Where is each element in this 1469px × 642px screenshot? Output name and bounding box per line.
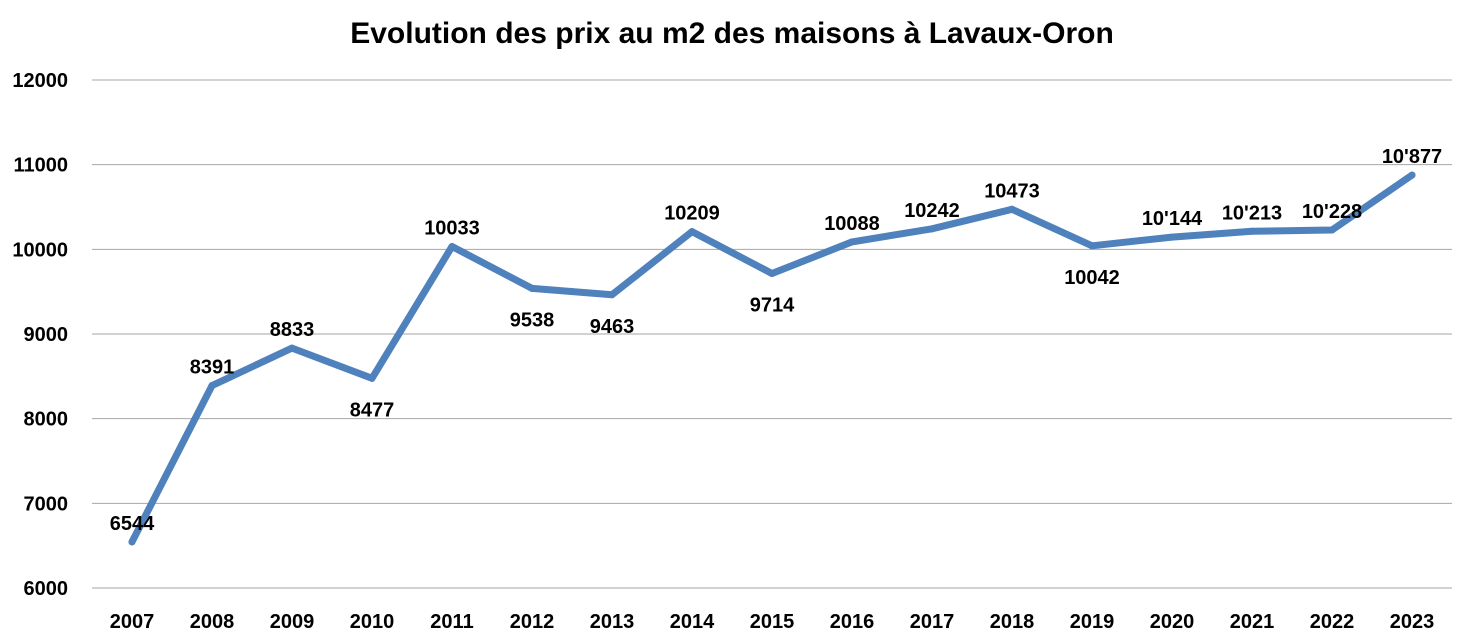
data-label-2019: 10042 [1064, 267, 1120, 289]
data-point-2018 [1008, 205, 1016, 213]
data-point-2014 [688, 228, 696, 236]
x-tick-label-2023: 2023 [1390, 611, 1435, 633]
y-axis-tick-labels: 6000 7000 8000 9000 10000 11000 12000 [12, 70, 68, 600]
data-label-2010: 8477 [350, 399, 395, 421]
x-tick-label-2013: 2013 [590, 611, 635, 633]
data-label-2022: 10'228 [1302, 201, 1362, 223]
data-label-2014: 10209 [664, 203, 720, 225]
x-tick-label-2015: 2015 [750, 611, 795, 633]
data-label-2023: 10'877 [1382, 146, 1442, 168]
data-point-2017 [928, 225, 936, 233]
data-label-2017: 10242 [904, 200, 960, 222]
data-point-2021 [1248, 227, 1256, 235]
x-tick-label-2016: 2016 [830, 611, 875, 633]
data-point-2016 [848, 238, 856, 246]
x-tick-label-2021: 2021 [1230, 611, 1275, 633]
data-label-2007: 6544 [110, 513, 155, 535]
y-tick-label-7000: 7000 [24, 493, 69, 515]
x-tick-label-2010: 2010 [350, 611, 395, 633]
data-label-2009: 8833 [270, 319, 315, 341]
x-tick-label-2011: 2011 [430, 611, 473, 633]
data-point-2012 [528, 284, 536, 292]
data-point-2008 [208, 382, 216, 390]
data-point-2011 [448, 243, 456, 251]
data-points [128, 171, 1416, 546]
data-point-2013 [608, 291, 616, 299]
data-labels: 6544 8391 8833 8477 10033 9538 9463 10209 9714 10… [110, 146, 1442, 535]
data-label-2020: 10'144 [1142, 208, 1203, 230]
series-line [128, 171, 1416, 546]
data-label-2008: 8391 [190, 357, 235, 379]
data-point-2020 [1168, 233, 1176, 241]
y-tick-label-11000: 11000 [13, 155, 68, 177]
data-point-2007 [128, 538, 136, 546]
x-tick-label-2017: 2017 [910, 611, 955, 633]
x-tick-label-2022: 2022 [1310, 611, 1355, 633]
data-label-2015: 9714 [750, 295, 795, 317]
x-tick-label-2019: 2019 [1070, 611, 1115, 633]
data-label-2012: 9538 [510, 309, 555, 331]
x-tick-label-2007: 2007 [110, 611, 155, 633]
x-tick-label-2014: 2014 [670, 611, 715, 633]
data-label-2021: 10'213 [1222, 202, 1282, 224]
data-label-2018: 10473 [984, 180, 1040, 202]
x-tick-label-2012: 2012 [510, 611, 555, 633]
x-axis-tick-labels: 2007 2008 2009 2010 2011 2012 2013 2014 2015 2016… [110, 611, 1435, 633]
x-tick-label-2008: 2008 [190, 611, 235, 633]
data-point-2023 [1408, 171, 1416, 179]
chart-title: Evolution des prix au m2 des maisons à L… [350, 17, 1114, 50]
x-tick-label-2009: 2009 [270, 611, 315, 633]
gridlines [92, 79, 1452, 589]
x-tick-label-2020: 2020 [1150, 611, 1195, 633]
data-point-2010 [368, 374, 376, 382]
data-label-2016: 10088 [824, 213, 880, 235]
series-line-layer [128, 171, 1416, 546]
data-point-2009 [288, 344, 296, 352]
y-tick-label-12000: 12000 [12, 70, 68, 92]
data-label-2011: 10033 [424, 218, 480, 240]
data-point-2019 [1088, 242, 1096, 250]
data-point-2015 [768, 270, 776, 278]
y-tick-label-9000: 9000 [24, 324, 69, 346]
data-point-2022 [1328, 226, 1336, 234]
y-tick-label-8000: 8000 [24, 409, 69, 431]
x-tick-label-2018: 2018 [990, 611, 1035, 633]
y-tick-label-10000: 10000 [12, 239, 68, 261]
data-label-2013: 9463 [590, 316, 635, 338]
y-tick-label-6000: 6000 [24, 578, 69, 600]
